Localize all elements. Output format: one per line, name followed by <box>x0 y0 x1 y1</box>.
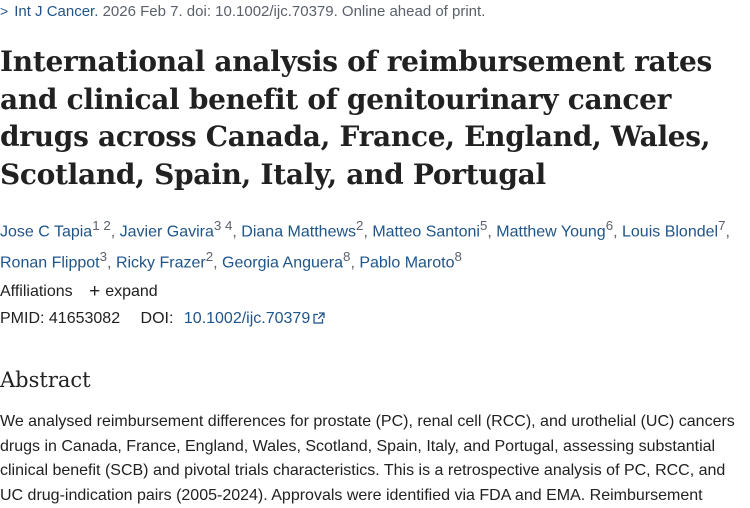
author-link[interactable]: Ricky Frazer <box>116 255 206 272</box>
affiliation-number[interactable]: 2 <box>205 249 214 265</box>
author-link[interactable]: Javier Gavira <box>120 223 214 240</box>
affiliation-number[interactable]: 8 <box>343 249 351 265</box>
affiliation-number[interactable]: 3 <box>99 249 108 265</box>
chevron-right-icon[interactable]: > <box>0 3 9 19</box>
abstract-heading: Abstract <box>0 368 91 392</box>
author-link[interactable]: Louis Blondel <box>622 223 718 240</box>
author-link[interactable]: Matthew Young <box>496 223 605 240</box>
doi-label: DOI: <box>140 310 174 327</box>
author-list: Jose C Tapia1 2, Javier Gavira3 4, Diana… <box>0 218 730 272</box>
author-link[interactable]: Ronan Flippot <box>0 255 100 272</box>
doi-link[interactable]: 10.1002/ijc.70379 <box>183 310 326 327</box>
author-name: Matteo Santoni <box>372 223 480 241</box>
expand-label: expand <box>105 283 158 300</box>
author-name: Matthew Young <box>496 223 606 241</box>
affiliations-label: Affiliations <box>0 283 73 300</box>
affiliation-number[interactable]: 8 <box>454 249 462 265</box>
pmid-label: PMID: <box>0 310 45 327</box>
identifiers-row: PMID: 41653082 DOI: 10.1002/ijc.70379 <box>0 310 326 328</box>
author-link[interactable]: Matteo Santoni <box>372 223 480 240</box>
author-name: Jose C Tapia <box>0 223 93 241</box>
external-link-icon <box>313 312 326 324</box>
author-name: Javier Gavira <box>119 223 214 241</box>
author-link[interactable]: Diana Matthews <box>241 223 356 240</box>
author-name: Ronan Flippot <box>0 254 100 272</box>
expand-affiliations-button[interactable]: + expand <box>89 281 158 302</box>
author-link[interactable]: Pablo Maroto <box>359 255 454 272</box>
affiliation-number[interactable]: 3 4 <box>213 218 233 233</box>
pmid-value: 41653082 <box>48 310 121 327</box>
journal-link[interactable]: Int J Cancer. <box>14 3 99 20</box>
author-name: Ricky Frazer <box>115 254 206 272</box>
affiliation-number[interactable]: 6 <box>605 218 614 233</box>
abstract-text: We analysed reimbursement differences fo… <box>0 413 735 504</box>
plus-icon: + <box>89 281 101 302</box>
author-name: Diana Matthews <box>241 223 357 241</box>
affiliation-number[interactable]: 7 <box>718 218 726 233</box>
author-name: Georgia Anguera <box>222 254 344 272</box>
affiliation-number[interactable]: 2 <box>356 218 364 233</box>
author-link[interactable]: Jose C Tapia <box>0 223 92 240</box>
affiliation-number[interactable]: 1 2 <box>92 218 111 233</box>
article-title: International analysis of reimbursement … <box>0 45 712 191</box>
citation-details: 2026 Feb 7. doi: 10.1002/ijc.70379. Onli… <box>102 3 486 20</box>
citation-line: > Int J Cancer. 2026 Feb 7. doi: 10.1002/… <box>0 3 485 20</box>
author-link[interactable]: Georgia Anguera <box>222 255 343 272</box>
affiliation-number[interactable]: 5 <box>479 218 488 233</box>
author-name: Pablo Maroto <box>359 254 455 272</box>
affiliations-row: Affiliations + expand <box>0 281 158 303</box>
doi-value: 10.1002/ijc.70379 <box>183 310 311 327</box>
author-name: Louis Blondel <box>622 223 719 241</box>
